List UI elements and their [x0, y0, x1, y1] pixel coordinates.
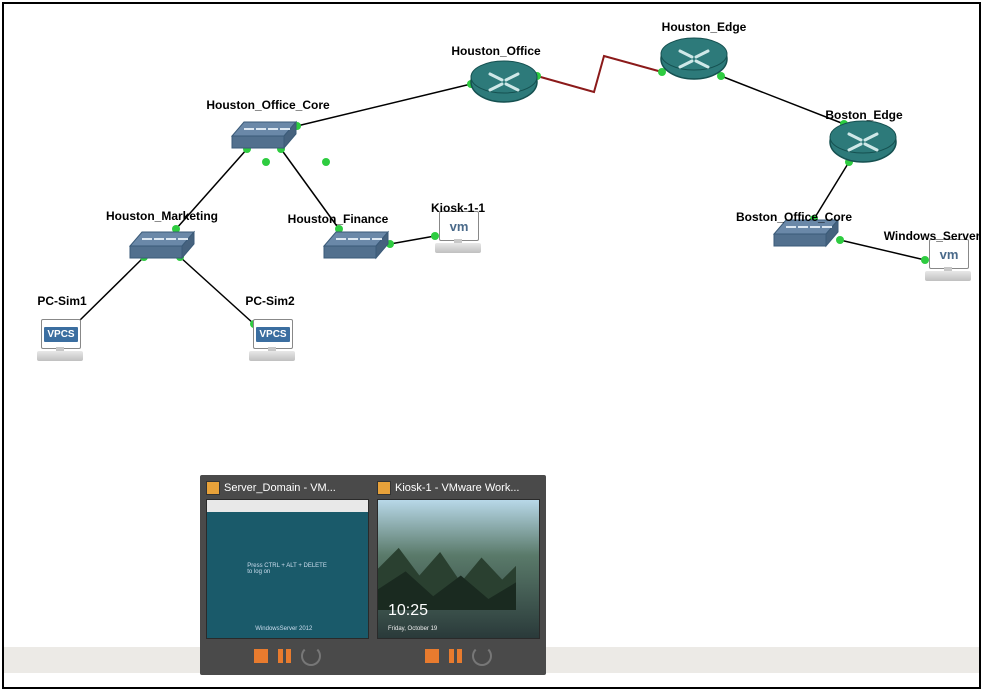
houston_office_core-icon[interactable]	[232, 122, 296, 148]
preview-title-text: Server_Domain - VM...	[224, 482, 336, 494]
pc_sim1-label: PC-Sim1	[37, 294, 86, 308]
pause-button[interactable]	[449, 649, 462, 663]
preview-thumbnail[interactable]: Press CTRL + ALT + DELETE to log on Wind…	[206, 499, 369, 639]
taskbar-previews: Server_Domain - VM... Press CTRL + ALT +…	[200, 475, 546, 675]
vmware-icon	[206, 481, 220, 495]
port-dot	[836, 236, 844, 244]
preview-title-text: Kiosk-1 - VMware Work...	[395, 482, 520, 494]
pc_sim2-icon[interactable]: VPCS	[249, 319, 295, 361]
houston_marketing-label: Houston_Marketing	[106, 209, 218, 223]
windows_server-label: Windows_Server	[884, 229, 981, 243]
boston_edge-icon[interactable]	[830, 121, 896, 162]
vmware-icon	[377, 481, 391, 495]
port-dot	[262, 158, 270, 166]
link-houston_marketing-pc_sim1	[76, 257, 144, 324]
link-houston_office-houston_edge	[537, 56, 662, 92]
mountain-scene	[378, 541, 516, 610]
preview-title: Kiosk-1 - VMware Work...	[377, 481, 540, 495]
port-dot	[322, 158, 330, 166]
thumb-lock-text: Press CTRL + ALT + DELETE to log on	[247, 563, 328, 575]
preview-title: Server_Domain - VM...	[206, 481, 369, 495]
houston_finance-icon[interactable]	[324, 232, 388, 258]
preview-kiosk[interactable]: Kiosk-1 - VMware Work... 10:25 Friday, O…	[377, 481, 540, 669]
pc_sim2-label: PC-Sim2	[245, 294, 294, 308]
preview-controls	[206, 643, 369, 669]
houston_office_core-label: Houston_Office_Core	[206, 98, 329, 112]
houston_office-icon[interactable]	[471, 61, 537, 102]
link-houston_finance-kiosk	[390, 236, 435, 244]
pc_sim1-icon[interactable]: VPCS	[37, 319, 83, 361]
stop-button[interactable]	[254, 649, 268, 663]
kiosk-label: Kiosk-1-1	[431, 201, 485, 215]
restart-button[interactable]	[301, 646, 321, 666]
preview-server-domain[interactable]: Server_Domain - VM... Press CTRL + ALT +…	[206, 481, 369, 669]
houston_office-label: Houston_Office	[451, 44, 540, 58]
boston_office_core-label: Boston_Office_Core	[736, 210, 852, 224]
houston_finance-label: Houston_Finance	[288, 212, 389, 226]
windows_server-icon[interactable]: vm	[925, 239, 971, 281]
houston_edge-icon[interactable]	[661, 38, 727, 79]
link-houston_marketing-pc_sim2	[180, 257, 254, 324]
preview-thumbnail[interactable]: 10:25 Friday, October 19	[377, 499, 540, 639]
preview-controls	[377, 643, 540, 669]
thumb-date: Friday, October 19	[388, 626, 437, 632]
thumb-clock: 10:25	[388, 602, 428, 620]
boston_edge-label: Boston_Edge	[825, 108, 902, 122]
stop-button[interactable]	[425, 649, 439, 663]
restart-button[interactable]	[472, 646, 492, 666]
houston_marketing-icon[interactable]	[130, 232, 194, 258]
kiosk-icon[interactable]: vm	[435, 211, 481, 253]
thumb-header-bar	[207, 500, 368, 512]
houston_edge-label: Houston_Edge	[662, 20, 747, 34]
app-frame: Houston_Edge Houston_Office Boston_Edge Hou…	[2, 2, 981, 689]
pause-button[interactable]	[278, 649, 291, 663]
link-boston_office_core-windows_server	[840, 240, 925, 260]
thumb-footer-text: WindowsServer 2012	[255, 626, 312, 632]
